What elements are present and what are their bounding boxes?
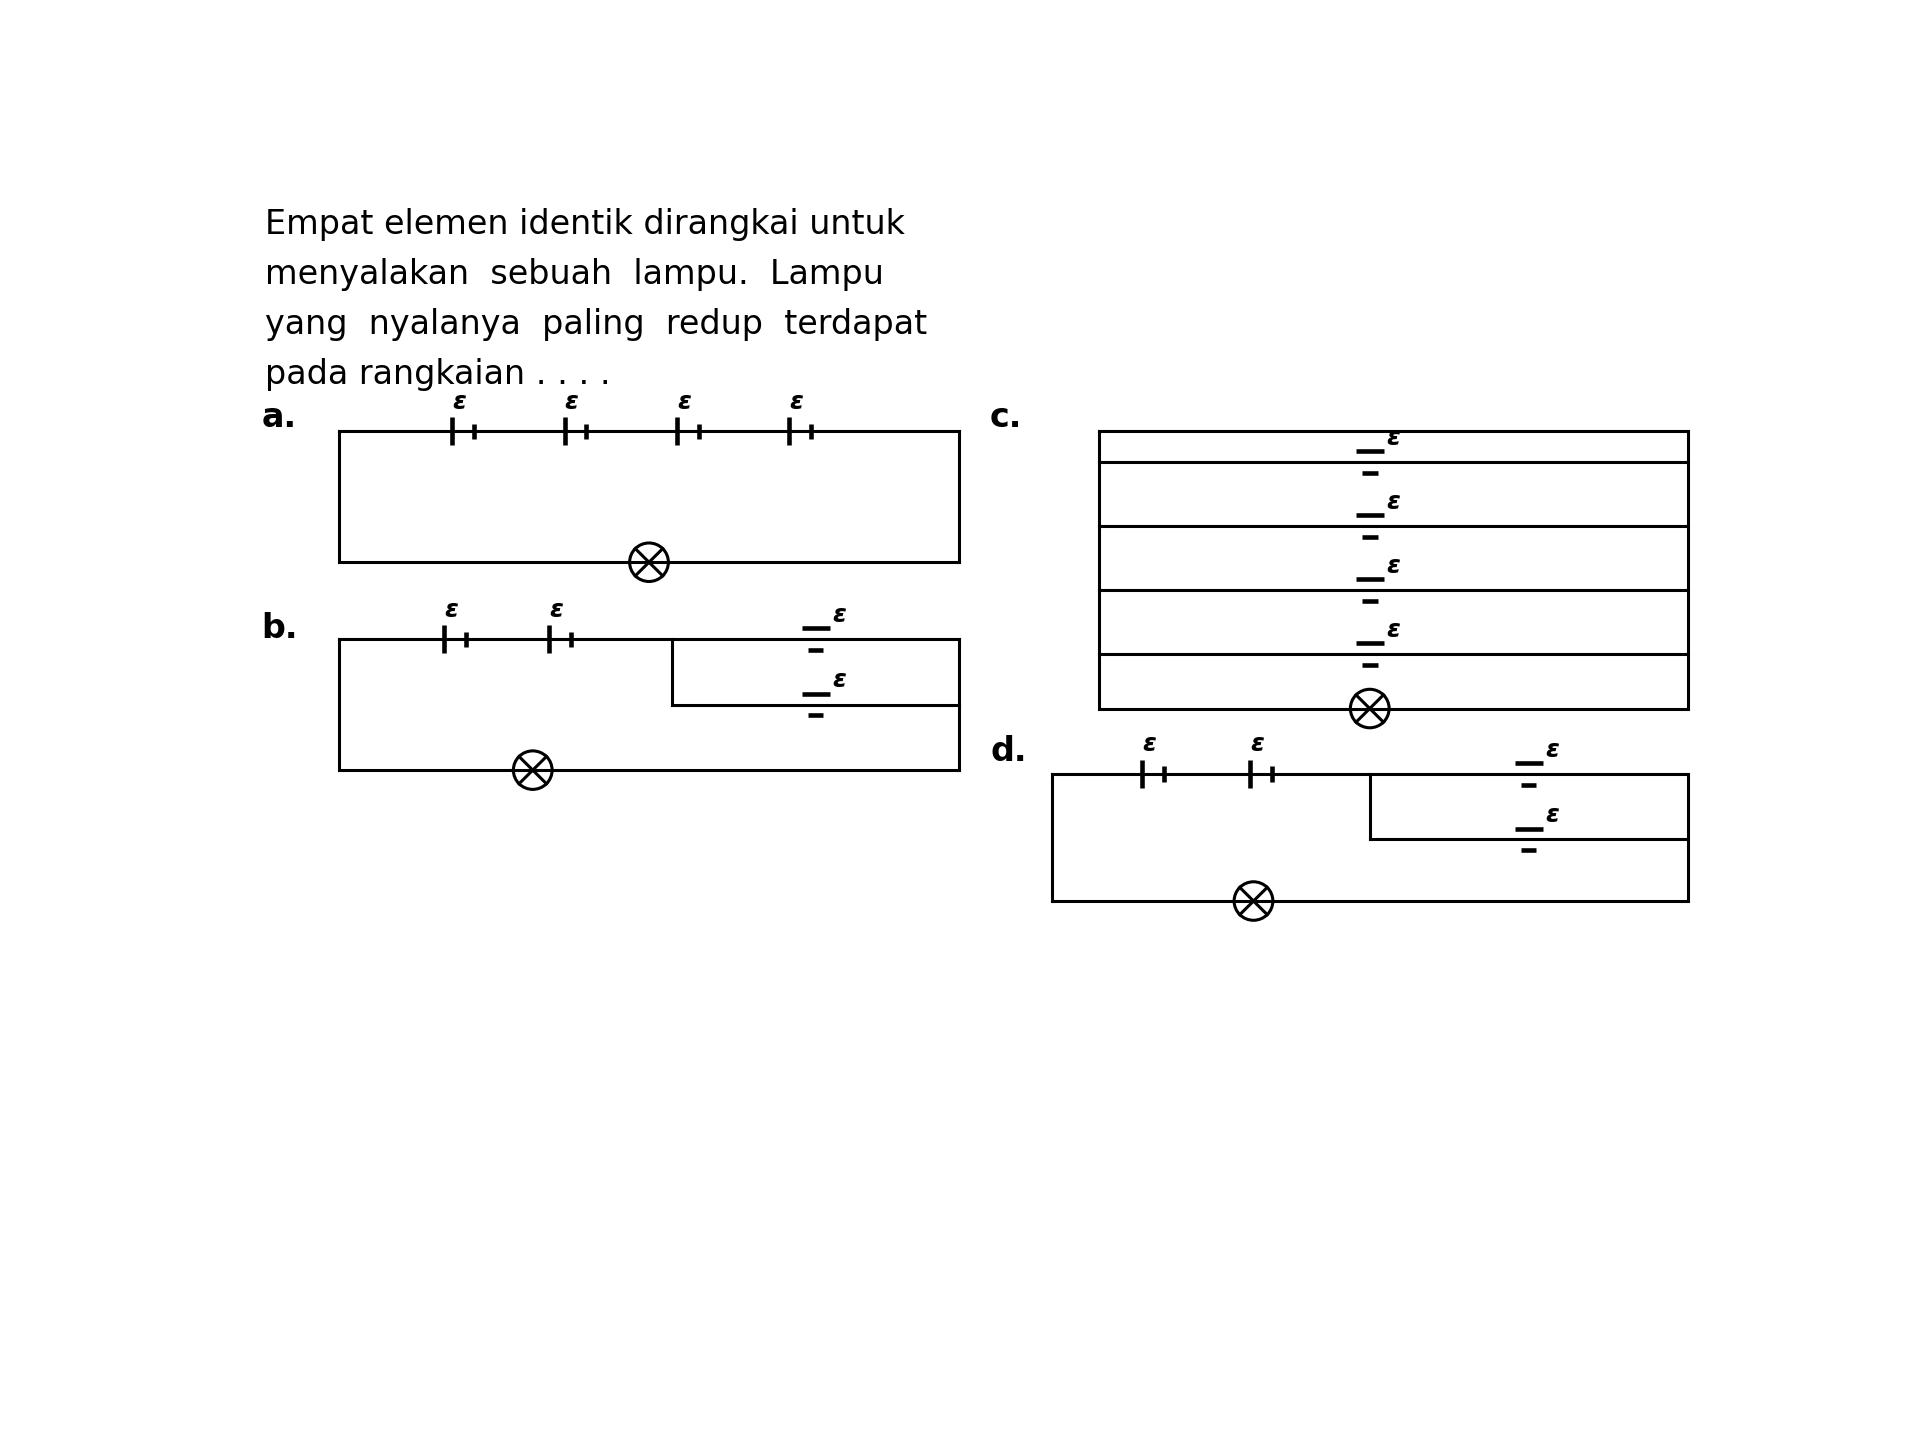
Text: Empat elemen identik dirangkai untuk: Empat elemen identik dirangkai untuk: [265, 208, 905, 241]
Text: ε: ε: [832, 603, 846, 627]
Text: ε: ε: [1250, 732, 1263, 756]
Text: ε: ε: [832, 669, 846, 692]
Text: ε: ε: [564, 390, 577, 414]
Text: ε: ε: [451, 390, 467, 414]
Text: ε: ε: [1545, 737, 1558, 762]
Text: ε: ε: [1387, 554, 1400, 577]
Text: a.: a.: [261, 401, 297, 434]
Text: yang  nyalanya  paling  redup  terdapat: yang nyalanya paling redup terdapat: [265, 308, 928, 341]
Text: ε: ε: [1387, 490, 1400, 514]
Text: ε: ε: [444, 597, 457, 621]
Text: b.: b.: [261, 613, 297, 646]
Text: ε: ε: [1387, 425, 1400, 450]
Text: ε: ε: [1387, 617, 1400, 642]
Text: ε: ε: [1545, 803, 1558, 828]
Text: d.: d.: [989, 736, 1027, 769]
Text: ε: ε: [549, 597, 562, 621]
Text: ε: ε: [789, 390, 802, 414]
Text: c.: c.: [989, 401, 1021, 434]
Text: ε: ε: [676, 390, 690, 414]
Text: pada rangkaian . . . .: pada rangkaian . . . .: [265, 358, 612, 391]
Text: ε: ε: [1141, 732, 1154, 756]
Text: menyalakan  sebuah  lampu.  Lampu: menyalakan sebuah lampu. Lampu: [265, 258, 884, 291]
